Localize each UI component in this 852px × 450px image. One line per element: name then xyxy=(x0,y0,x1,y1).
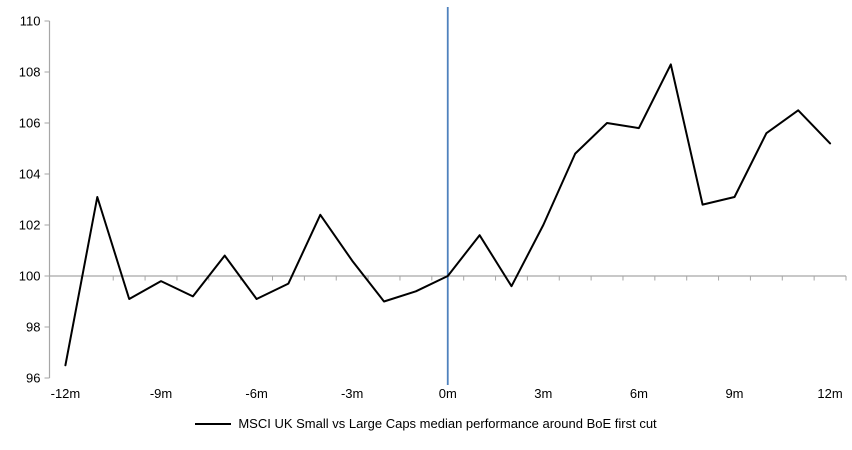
x-tick-label: -12m xyxy=(51,386,81,401)
y-axis: 96 98 100 102 104 106 108 110 xyxy=(19,14,51,386)
x-tick-label: -6m xyxy=(245,386,267,401)
y-tick-label: 100 xyxy=(19,269,41,284)
y-tick-label: 104 xyxy=(19,167,41,182)
y-tick-label: 96 xyxy=(26,371,40,386)
y-tick-label: 98 xyxy=(26,320,40,335)
legend-label: MSCI UK Small vs Large Caps median perfo… xyxy=(238,416,657,431)
x-tick-label: 12m xyxy=(817,386,842,401)
x-tick-label: -3m xyxy=(341,386,363,401)
x-tick-label: 6m xyxy=(630,386,648,401)
legend-line-swatch xyxy=(195,422,232,425)
y-tick-label: 110 xyxy=(20,14,41,29)
legend: MSCI UK Small vs Large Caps median perfo… xyxy=(0,416,852,431)
performance-line xyxy=(64,63,832,367)
x-tick-label: 3m xyxy=(534,386,552,401)
y-tick-label: 102 xyxy=(19,218,41,233)
x-tick-label: 9m xyxy=(725,386,743,401)
y-tick-label: 108 xyxy=(19,65,41,80)
x-tick-label: -9m xyxy=(150,386,172,401)
x-axis-labels: -12m -9m -6m -3m 0m 3m 6m 9m 12m xyxy=(51,386,843,401)
y-tick-label: 106 xyxy=(19,116,41,131)
x-tick-label: 0m xyxy=(439,386,457,401)
